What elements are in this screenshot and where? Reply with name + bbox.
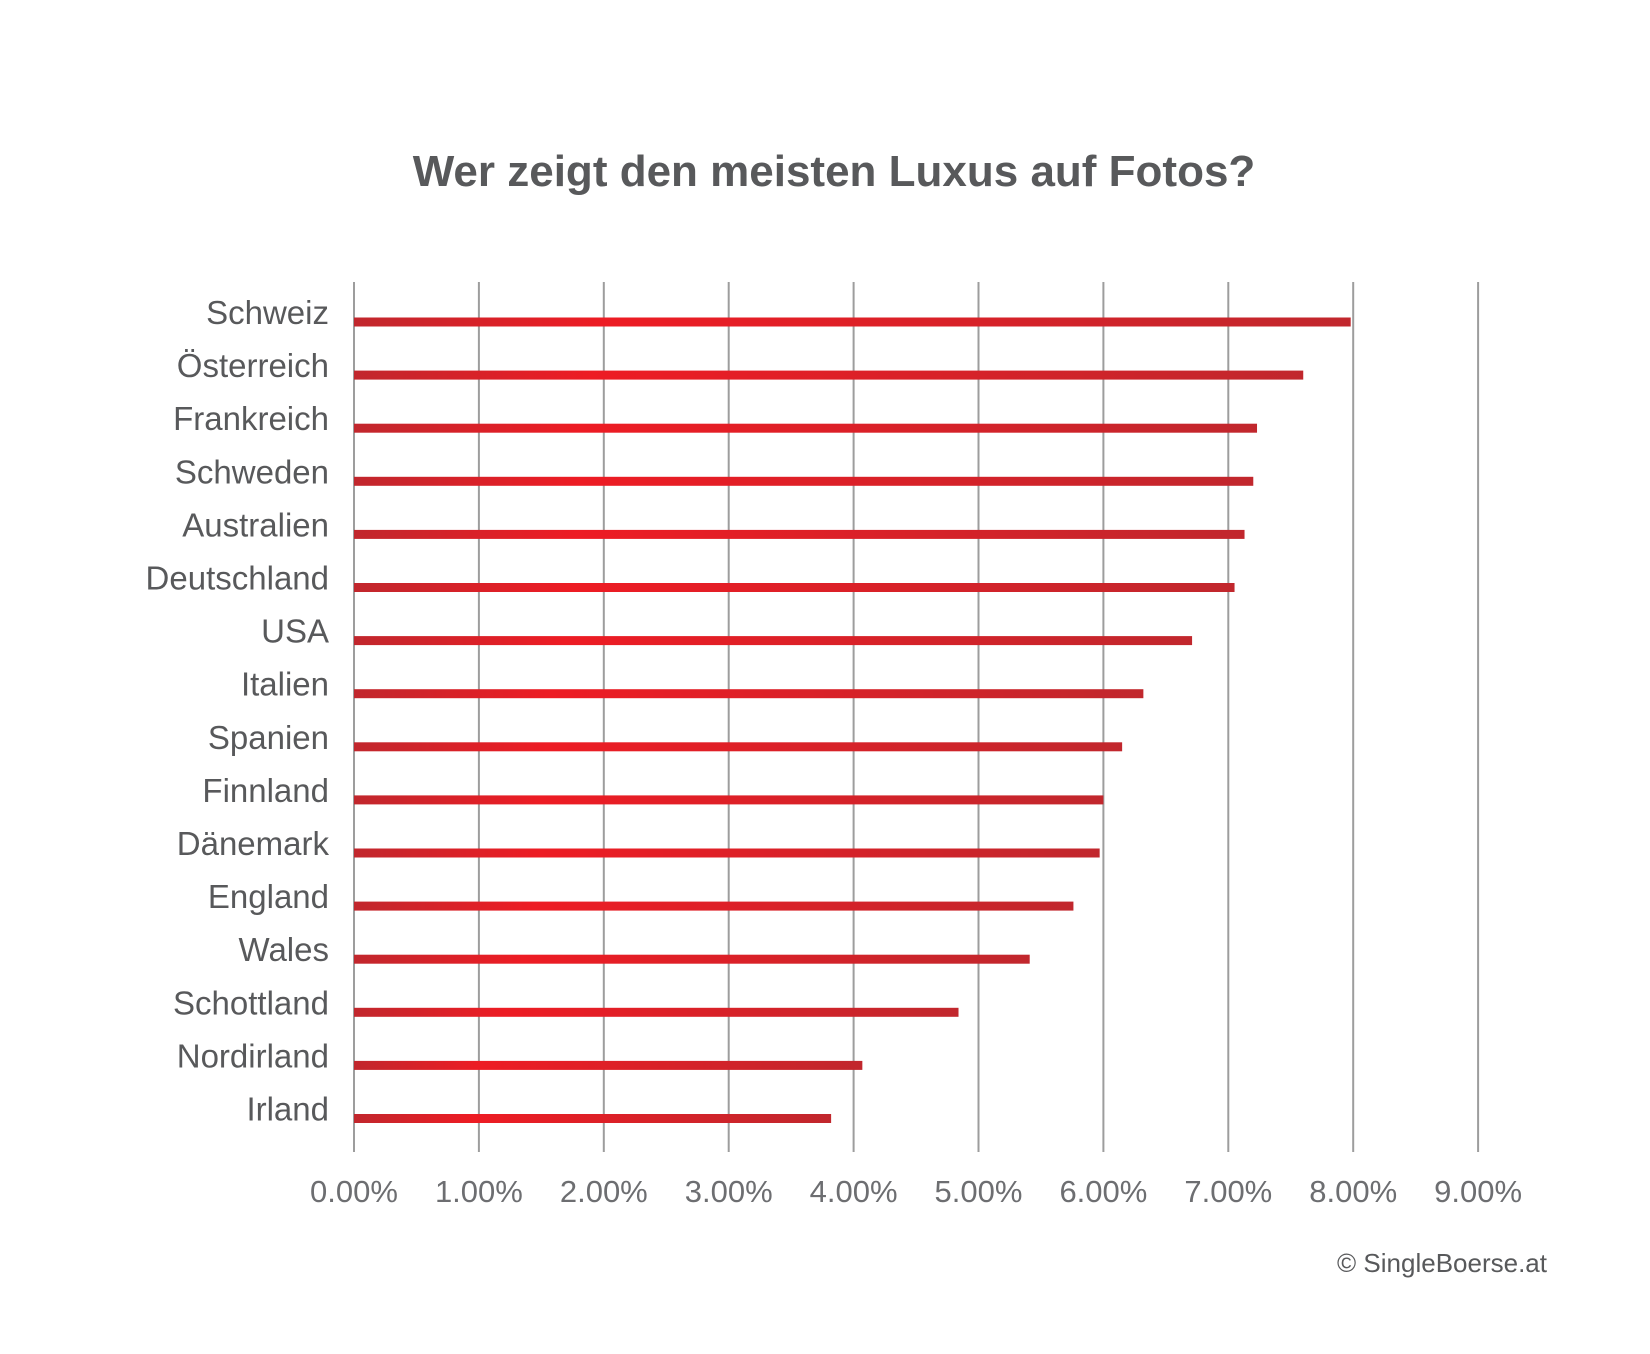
- x-axis-tick-labels: 0.00% 1.00% 2.00% 3.00% 4.00% 5.00% 6.00% 7.00%…: [310, 1174, 1522, 1209]
- bar-deutschland: [354, 583, 1235, 592]
- bar-österreich: [354, 370, 1304, 380]
- category-label: Österreich: [177, 347, 329, 384]
- bar-usa: [354, 636, 1193, 646]
- bar-irland: [354, 1114, 832, 1123]
- category-label: Irland: [246, 1091, 329, 1128]
- category-label: Wales: [239, 931, 329, 968]
- category-label: USA: [261, 613, 329, 650]
- x-tick-label: 0.00%: [310, 1174, 398, 1209]
- category-label: Italien: [241, 666, 329, 703]
- bar-spanien: [354, 742, 1123, 752]
- x-tick-label: 7.00%: [1184, 1174, 1272, 1209]
- bar-schweiz: [354, 317, 1351, 327]
- bar-wales: [354, 954, 1030, 964]
- category-label: Frankreich: [173, 400, 329, 437]
- credit-text: © SingleBoerse.at: [1337, 1248, 1548, 1278]
- category-label: England: [208, 878, 329, 915]
- category-labels: Schweiz Österreich Frankreich Schweden Austr…: [146, 294, 330, 1128]
- bar-finnland: [354, 795, 1104, 805]
- bar-schweden: [354, 476, 1254, 486]
- category-label: Schweiz: [206, 294, 329, 331]
- category-label: Deutschland: [146, 560, 329, 597]
- x-tick-label: 5.00%: [935, 1174, 1023, 1209]
- bar-frankreich: [354, 423, 1258, 433]
- chart-title: Wer zeigt den meisten Luxus auf Fotos?: [413, 147, 1256, 196]
- x-tick-label: 4.00%: [810, 1174, 898, 1209]
- category-label: Dänemark: [177, 825, 330, 862]
- category-label: Spanien: [208, 719, 329, 756]
- bars: [354, 317, 1351, 1123]
- category-label: Australien: [182, 506, 329, 543]
- bar-schottland: [354, 1007, 959, 1017]
- x-tick-label: 8.00%: [1309, 1174, 1397, 1209]
- bar-nordirland: [354, 1060, 863, 1070]
- category-label: Schottland: [173, 984, 329, 1021]
- category-label: Nordirland: [177, 1037, 329, 1074]
- x-tick-label: 2.00%: [560, 1174, 648, 1209]
- x-tick-label: 6.00%: [1059, 1174, 1147, 1209]
- category-label: Schweden: [175, 453, 329, 490]
- category-label: Finnland: [202, 772, 329, 809]
- gridlines: [353, 282, 1480, 1152]
- bar-england: [354, 901, 1074, 911]
- bar-italien: [354, 689, 1144, 699]
- bar-dänemark: [354, 848, 1100, 858]
- x-tick-label: 9.00%: [1434, 1174, 1522, 1209]
- x-tick-label: 3.00%: [685, 1174, 773, 1209]
- bar-australien: [354, 529, 1245, 539]
- x-tick-label: 1.00%: [435, 1174, 523, 1209]
